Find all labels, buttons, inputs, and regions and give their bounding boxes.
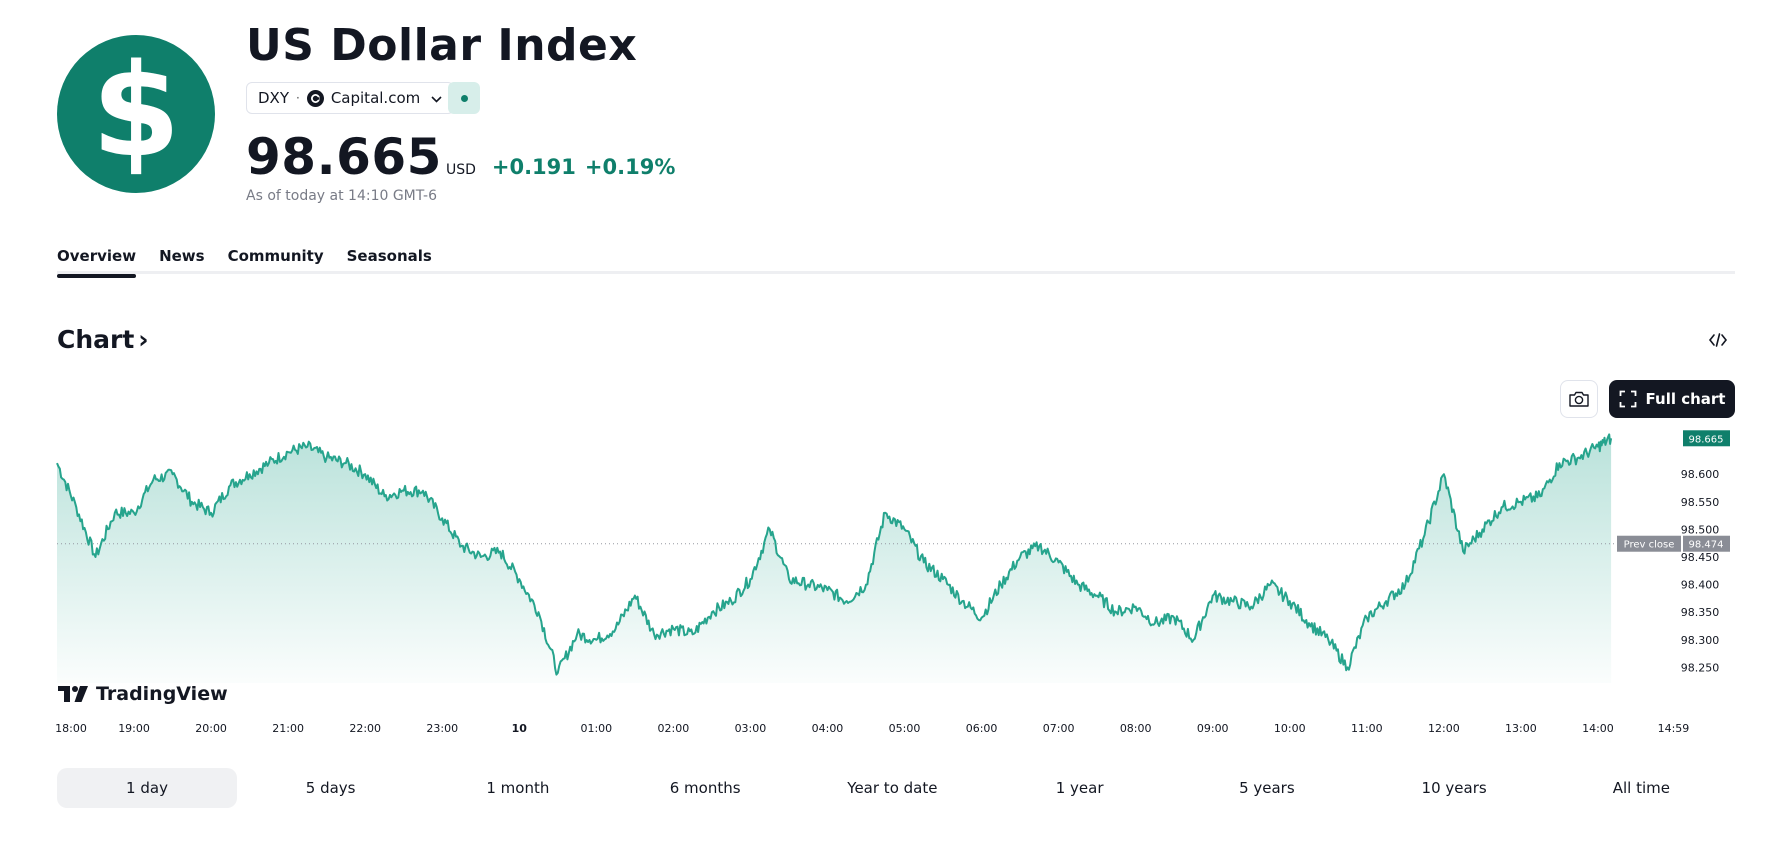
x-tick-label: 14:59 bbox=[1658, 722, 1690, 735]
x-tick-label: 20:00 bbox=[195, 722, 227, 735]
code-icon bbox=[1708, 332, 1728, 348]
tab-overview[interactable]: Overview bbox=[57, 247, 136, 277]
x-tick-label: 01:00 bbox=[580, 722, 612, 735]
dollar-icon: $ bbox=[91, 48, 180, 176]
tradingview-brand: TradingView bbox=[96, 683, 228, 705]
market-status-dot-icon bbox=[461, 95, 468, 102]
range-1-day[interactable]: 1 day bbox=[57, 768, 237, 808]
x-tick-label: 08:00 bbox=[1120, 722, 1152, 735]
prev-close-label: Prev close bbox=[1624, 540, 1675, 551]
y-tick-label: 98.300 bbox=[1681, 634, 1720, 647]
range-1-year[interactable]: 1 year bbox=[986, 768, 1173, 808]
x-tick-label: 19:00 bbox=[118, 722, 150, 735]
range-6-months[interactable]: 6 months bbox=[612, 768, 799, 808]
tab-seasonals[interactable]: Seasonals bbox=[347, 247, 432, 277]
range-1-month[interactable]: 1 month bbox=[424, 768, 611, 808]
snapshot-button[interactable] bbox=[1560, 380, 1598, 418]
tradingview-icon bbox=[58, 686, 90, 702]
market-status-button[interactable] bbox=[448, 82, 480, 114]
range-year-to-date[interactable]: Year to date bbox=[799, 768, 986, 808]
prev-close-value: 98.474 bbox=[1689, 540, 1724, 551]
x-tick-label: 13:00 bbox=[1505, 722, 1537, 735]
y-tick-label: 98.600 bbox=[1681, 468, 1720, 481]
range-all-time[interactable]: All time bbox=[1548, 768, 1735, 808]
time-range-bar: 1 day 5 days 1 month 6 months Year to da… bbox=[57, 768, 1735, 808]
chevron-down-icon bbox=[431, 89, 442, 107]
range-5-days[interactable]: 5 days bbox=[237, 768, 424, 808]
tab-news[interactable]: News bbox=[159, 247, 205, 277]
embed-code-button[interactable] bbox=[1703, 325, 1733, 355]
price-area bbox=[57, 434, 1611, 683]
x-tick-label: 10:00 bbox=[1274, 722, 1306, 735]
exchange-logo-icon bbox=[307, 90, 324, 107]
x-tick-label: 23:00 bbox=[426, 722, 458, 735]
x-tick-label: 03:00 bbox=[735, 722, 767, 735]
x-tick-label: 04:00 bbox=[812, 722, 844, 735]
x-tick-label: 11:00 bbox=[1351, 722, 1383, 735]
chart-heading-link[interactable]: Chart › bbox=[57, 325, 149, 354]
separator: · bbox=[296, 91, 300, 105]
x-tick-label: 12:00 bbox=[1428, 722, 1460, 735]
chevron-right-icon: › bbox=[138, 325, 148, 354]
exchange-name: Capital.com bbox=[331, 89, 420, 107]
price-timestamp: As of today at 14:10 GMT-6 bbox=[246, 188, 437, 204]
price-change-pct: +0.19% bbox=[585, 155, 675, 179]
range-10-years[interactable]: 10 years bbox=[1361, 768, 1548, 808]
symbol-selector[interactable]: DXY · Capital.com bbox=[246, 82, 454, 114]
price-change-abs: +0.191 bbox=[492, 155, 576, 179]
y-tick-label: 98.250 bbox=[1681, 661, 1720, 674]
y-tick-label: 98.500 bbox=[1681, 523, 1720, 536]
symbol-logo: $ bbox=[57, 35, 215, 193]
x-tick-label: 05:00 bbox=[889, 722, 921, 735]
y-tick-label: 98.400 bbox=[1681, 579, 1720, 592]
camera-icon bbox=[1568, 390, 1590, 408]
x-tick-label: 06:00 bbox=[966, 722, 998, 735]
last-price-tag: 98.665 bbox=[1689, 434, 1724, 445]
price-row: 98.665 USD +0.191 +0.19% bbox=[246, 128, 684, 186]
x-tick-label: 22:00 bbox=[349, 722, 381, 735]
page-title: US Dollar Index bbox=[246, 20, 637, 71]
y-tick-label: 98.450 bbox=[1681, 551, 1720, 564]
price-currency: USD bbox=[446, 162, 476, 178]
x-tick-label: 09:00 bbox=[1197, 722, 1229, 735]
x-tick-label: 02:00 bbox=[658, 722, 690, 735]
x-tick-label: 18:00 bbox=[55, 722, 87, 735]
fullscreen-icon bbox=[1619, 390, 1637, 408]
chart-heading-label: Chart bbox=[57, 325, 134, 354]
y-tick-label: 98.550 bbox=[1681, 496, 1720, 509]
range-5-years[interactable]: 5 years bbox=[1173, 768, 1360, 808]
tradingview-logo: TradingView bbox=[58, 683, 228, 705]
x-tick-label: 07:00 bbox=[1043, 722, 1075, 735]
prev-close-tag: Prev close 98.474 bbox=[1617, 536, 1730, 552]
tab-community[interactable]: Community bbox=[228, 247, 324, 277]
price-chart[interactable]: 98.250 98.300 98.350 98.400 98.450 98.500 98.5… bbox=[0, 430, 1776, 740]
symbol-ticker: DXY bbox=[258, 89, 289, 107]
tab-bar: Overview News Community Seasonals bbox=[57, 247, 432, 277]
y-tick-label: 98.350 bbox=[1681, 606, 1720, 619]
x-tick-label: 14:00 bbox=[1582, 722, 1614, 735]
full-chart-button[interactable]: Full chart bbox=[1609, 380, 1735, 418]
last-price: 98.665 bbox=[246, 128, 442, 186]
x-tick-label: 21:00 bbox=[272, 722, 304, 735]
x-tick-label: 10 bbox=[512, 722, 528, 735]
full-chart-label: Full chart bbox=[1646, 390, 1726, 408]
